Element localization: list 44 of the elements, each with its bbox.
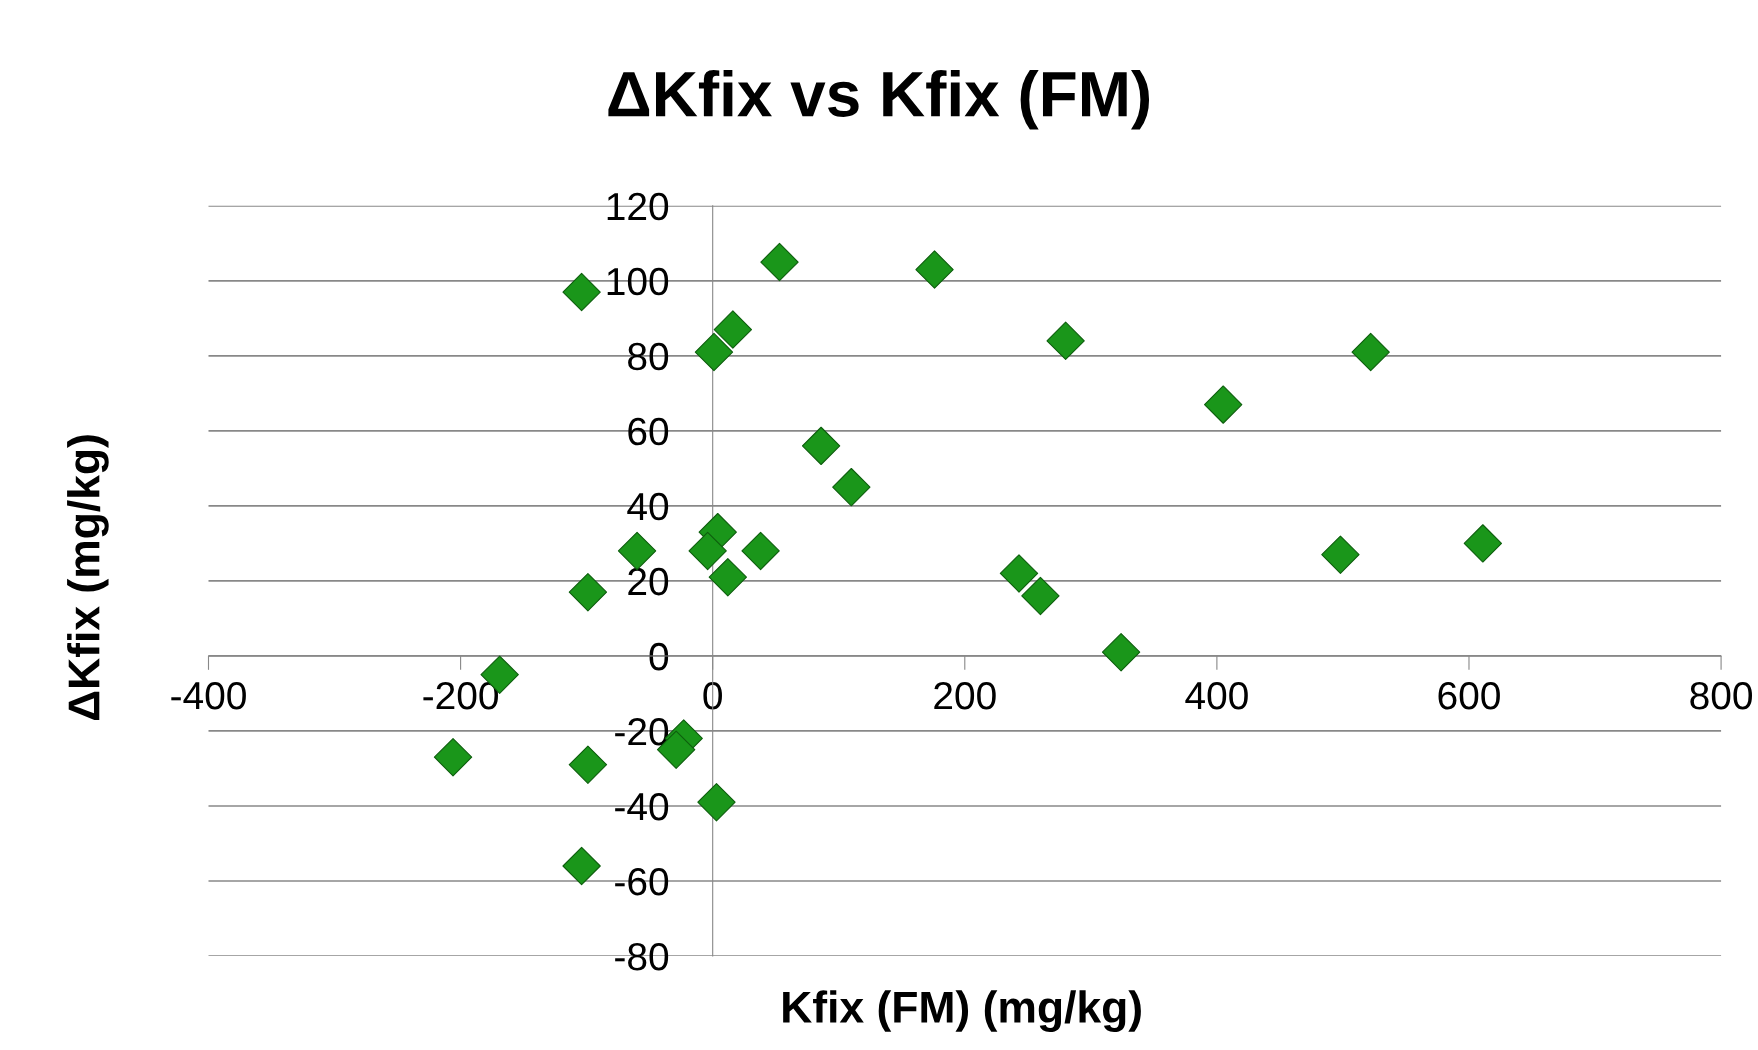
y-axis-title: ΔKfix (mg/kg) <box>67 435 109 721</box>
point <box>708 557 748 597</box>
y-tick-label: -40 <box>615 792 669 821</box>
point <box>741 531 780 571</box>
point <box>568 572 608 612</box>
point <box>713 310 753 349</box>
x-tick-label: 200 <box>934 681 996 710</box>
point <box>688 531 727 571</box>
y-tick-label: -80 <box>615 942 669 971</box>
y-tick-label: 120 <box>607 192 669 221</box>
y-tick-label: 80 <box>628 342 669 371</box>
y-tick-label: 60 <box>628 417 669 446</box>
point <box>915 250 954 289</box>
point <box>1101 632 1141 672</box>
point <box>1321 535 1360 574</box>
y-tick-label: 0 <box>649 642 669 671</box>
point <box>760 242 799 282</box>
point <box>1046 321 1085 361</box>
point <box>1351 332 1390 372</box>
point <box>562 272 601 312</box>
point <box>1463 524 1503 563</box>
point <box>801 426 841 466</box>
y-tick-label: 40 <box>627 492 669 521</box>
x-tick-label: 0 <box>703 681 722 710</box>
point <box>433 738 473 777</box>
y-tick-label: -60 <box>615 867 669 896</box>
point <box>999 554 1039 593</box>
x-axis-title: Kfix (FM) (mg/kg) <box>783 990 1141 1032</box>
point <box>568 745 608 784</box>
chart-title: ΔKfix vs Kfix (FM) <box>608 69 1150 130</box>
x-tick-label: 400 <box>1185 681 1248 710</box>
point <box>832 467 871 507</box>
x-tick-label: -400 <box>171 681 246 710</box>
y-tick-label: -20 <box>615 717 669 746</box>
point <box>697 783 736 822</box>
point <box>1204 385 1243 424</box>
point <box>694 332 734 372</box>
point <box>1021 576 1060 616</box>
x-tick-label: -200 <box>423 681 498 710</box>
x-tick-label: 800 <box>1690 681 1753 710</box>
y-tick-label: 100 <box>607 267 669 296</box>
x-tick-label: 600 <box>1438 681 1500 710</box>
y-tick-label: 20 <box>628 567 669 596</box>
point <box>562 846 601 886</box>
